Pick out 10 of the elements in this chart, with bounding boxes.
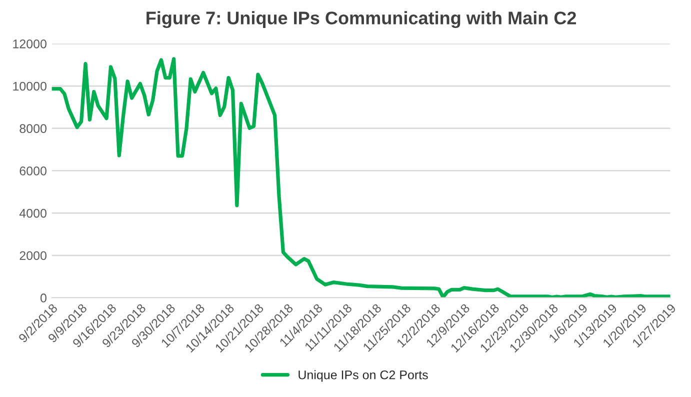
y-tick-label: 6000 [20,166,46,176]
chart-title: Figure 7: Unique IPs Communicating with Main C2 [146,11,576,28]
y-tick-label: 0 [40,294,46,302]
line-series [52,57,670,298]
y-tick-label: 4000 [19,208,46,218]
y-tick-label: 10000 [13,82,46,91]
y-tick-label: 2000 [20,251,46,260]
legend-label: Unique IPs on C2 Ports [298,370,428,382]
y-tick-label: 8000 [20,124,46,134]
y-tick-label: 12000 [13,39,46,48]
